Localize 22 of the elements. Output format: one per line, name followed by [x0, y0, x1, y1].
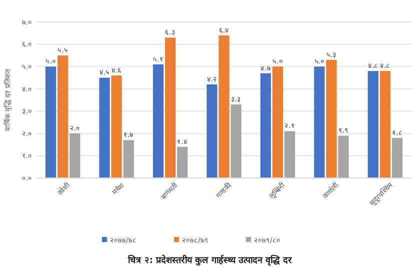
- bar: [99, 78, 110, 178]
- bar: [380, 71, 390, 178]
- bar: [123, 140, 134, 178]
- bar: [338, 136, 349, 178]
- bar: [218, 35, 230, 178]
- text: चित्र २: प्रदेशस्तरीय कुल गार्हस्थ्य उत्पादन वृद्धि दर: [127, 254, 292, 266]
- bar: [272, 66, 284, 178]
- bar: [177, 146, 188, 178]
- bar: [206, 84, 218, 178]
- bar: [58, 55, 68, 178]
- bar: [46, 66, 56, 178]
- bar: [164, 38, 176, 178]
- bar: [392, 138, 402, 178]
- bar: [111, 75, 122, 178]
- bar: [70, 133, 80, 178]
- bar: [368, 71, 378, 178]
- bar: [260, 73, 271, 178]
- bar: [326, 60, 337, 178]
- bar: [314, 66, 325, 178]
- bar: [152, 64, 164, 178]
- bar: [230, 104, 242, 178]
- bar: [284, 131, 296, 178]
